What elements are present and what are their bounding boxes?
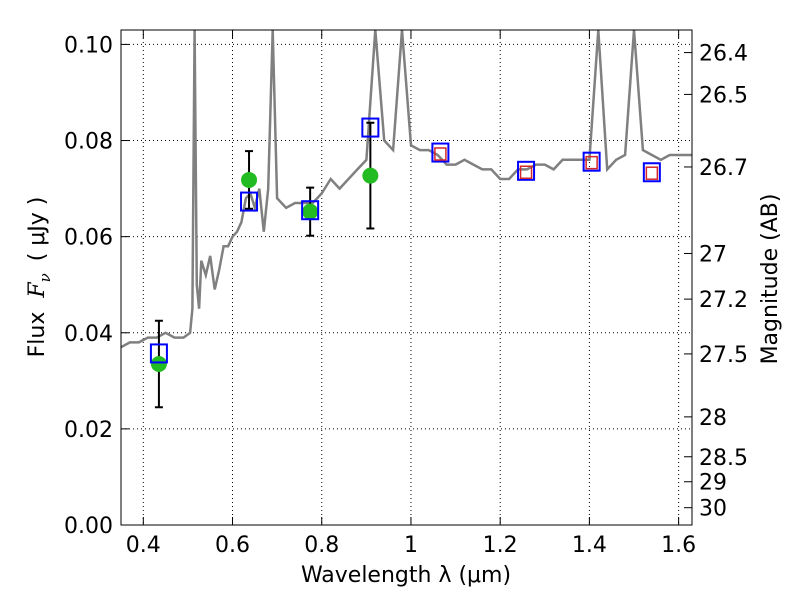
observed-points [150, 167, 379, 373]
right-axis-label: Magnitude (AB) [758, 194, 783, 365]
ir-box-marker [645, 166, 659, 180]
y-tick-label: 0.02 [64, 418, 113, 443]
model-box-marker [240, 191, 259, 212]
y-axis-label-text: Flux [25, 312, 50, 358]
y-axis-ticks: 0.00 0.02 0.04 0.06 0.08 0.10 [64, 33, 129, 539]
y-tick-label: 0.10 [64, 33, 113, 58]
x-axis-ticks: 0.4 0.6 0.8 1 1.2 1.4 1.6 [126, 30, 696, 558]
model-box-marker [149, 343, 168, 364]
grid-lines [121, 30, 692, 526]
right-tick-label: 29 [699, 471, 727, 496]
right-tick-label: 26.7 [699, 156, 748, 181]
ir-box-marker [519, 165, 533, 180]
plot-area [121, 30, 692, 409]
x-tick-label: 0.4 [126, 533, 161, 558]
y-axis-label: Flux Fν ( μJy ) [25, 197, 54, 358]
x-tick-label: 0.6 [215, 533, 250, 558]
right-tick-label: 27 [699, 242, 727, 267]
x-tick-label: 1.2 [483, 533, 518, 558]
right-tick-label: 28.5 [699, 446, 748, 471]
y-tick-label: 0.06 [64, 226, 113, 251]
y-axis-label-symbol: F [25, 282, 50, 299]
x-tick-label: 0.8 [304, 533, 339, 558]
right-tick-label: 26.5 [699, 83, 748, 108]
x-axis-label: Wavelength λ (μm) [301, 563, 511, 588]
right-tick-label: 30 [699, 497, 727, 522]
y-tick-label: 0.00 [64, 514, 113, 539]
model-box-marker [301, 200, 320, 221]
model-box-marker [431, 142, 450, 163]
model-spectrum-line [121, 30, 692, 349]
observed-point [241, 171, 258, 188]
x-tick-label: 1.6 [661, 533, 696, 558]
y-tick-label: 0.04 [64, 322, 113, 347]
observed-point [150, 356, 167, 373]
model-box-marker [642, 162, 661, 183]
model-box-marker [361, 117, 380, 138]
right-tick-label: 27.2 [699, 288, 748, 313]
ir-box-marker [434, 147, 447, 161]
x-tick-label: 1 [404, 533, 418, 558]
right-tick-label: 28 [699, 406, 727, 431]
plot-frame [120, 29, 693, 526]
y-axis-label-unit: ( μJy ) [25, 197, 50, 262]
ir-box-marker [585, 155, 598, 170]
model-box-marker [517, 160, 536, 181]
observed-point [362, 167, 379, 184]
x-tick-label: 1.4 [572, 533, 607, 558]
right-tick-label: 26.4 [699, 42, 748, 67]
observed-point [302, 203, 319, 220]
model-boxes [149, 117, 661, 364]
y-tick-label: 0.08 [64, 130, 113, 155]
right-tick-label: 27.5 [699, 343, 748, 368]
y-axis-label-subscript: ν [36, 273, 54, 282]
model-box-marker [582, 151, 601, 172]
